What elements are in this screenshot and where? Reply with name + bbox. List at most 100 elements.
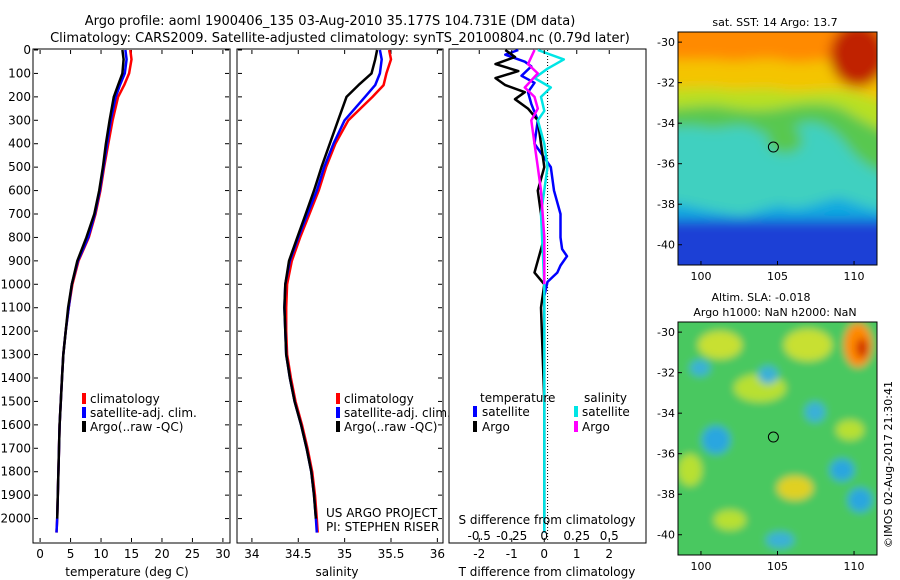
depth-tick-label: 100 [8, 66, 31, 80]
lat-tick-label: -38 [657, 198, 675, 211]
lat-tick-label: -30 [657, 326, 675, 339]
legend-header-salinity: salinity [584, 391, 627, 405]
project-annotation-line1: US ARGO PROJECT [326, 506, 438, 520]
depth-tick-label: 1000 [0, 277, 31, 291]
depth-tick-label: 1100 [0, 301, 31, 315]
depth-tick-label: 1300 [0, 348, 31, 362]
sst-colour-field [678, 32, 877, 265]
lat-tick-label: -30 [657, 36, 675, 49]
sst-map-axes: 100 105 110 -30 -32 -34 -36 -38 -40 [657, 36, 865, 283]
legend-label-climatology: climatology [344, 392, 414, 406]
x-tick-label: 36 [430, 547, 445, 561]
legend-label-satellite: satellite-adj. clim. [344, 406, 451, 420]
x-tick-label: 34.5 [285, 547, 312, 561]
lon-tick-label: 105 [767, 560, 788, 573]
project-annotation-line2: PI: STEPHEN RISER [326, 520, 439, 534]
x-tick-label: -2 [473, 547, 485, 561]
legend-swatch-satellite [336, 407, 340, 418]
x-tick-label: 34 [244, 547, 259, 561]
lon-tick-label: 110 [844, 560, 865, 573]
legend-swatch-argo [336, 421, 340, 432]
argo-float-marker [767, 141, 779, 153]
depth-tick-label: 1700 [0, 441, 31, 455]
sla-map-panel: Altim. SLA: -0.018 Argo h1000: NaN h2000… [657, 291, 878, 573]
depth-tick-label: 400 [8, 137, 31, 151]
temperature-axis-label: temperature (deg C) [65, 565, 188, 579]
depth-tick-label: 1200 [0, 324, 31, 338]
sst-map-title: sat. SST: 14 Argo: 13.7 [712, 16, 837, 29]
legend-swatch-temp-argo [473, 421, 477, 432]
series-line-argo-raw-qc- [55, 49, 125, 519]
legend-swatch-argo [82, 421, 86, 432]
series-line-argo [494, 48, 546, 519]
difference-series [494, 48, 569, 533]
figure-title-line2: Climatology: CARS2009. Satellite-adjuste… [50, 31, 630, 46]
x-tick-label: 15 [124, 547, 139, 561]
x-tick-label: 5 [67, 547, 75, 561]
t-difference-axis-label: T difference from climatology [458, 565, 636, 579]
lat-tick-label: -34 [657, 117, 675, 130]
salinity-depth-ticks [238, 49, 442, 520]
sla-map-axes: 100 105 110 -30 -32 -34 -36 -38 -40 [657, 326, 865, 573]
salinity-legend: climatology satellite-adj. clim. Argo(..… [336, 392, 451, 434]
x-tick-label: 2 [605, 547, 613, 561]
legend-swatch-satellite [82, 407, 86, 418]
depth-tick-label: 0 [23, 43, 31, 57]
temperature-series [55, 49, 133, 533]
legend-label-temp-satellite: satellite [482, 405, 530, 419]
depth-tick-label: 500 [8, 160, 31, 174]
lat-tick-label: -34 [657, 407, 675, 420]
depth-tick-label: 1800 [0, 465, 31, 479]
salinity-series [283, 49, 393, 533]
legend-swatch-temp-satellite [473, 406, 477, 417]
temperature-axis-ticks: 0 5 10 15 20 25 30 [36, 50, 231, 561]
legend-swatch-climatology [336, 393, 340, 404]
sst-map-panel: sat. SST: 14 Argo: 13.7 100 105 110 -30 -32 -… [657, 16, 878, 283]
depth-tick-label: 1600 [0, 418, 31, 432]
depth-axis-ticks: 0 100 200 300 400 500 600 700 800 900 1000 1100 1200… [0, 43, 229, 526]
lon-tick-label: 100 [690, 270, 711, 283]
lon-tick-label: 100 [690, 560, 711, 573]
s-tick-label: 0.25 [563, 529, 590, 543]
x-tick-label: 35 [337, 547, 352, 561]
lon-tick-label: 105 [767, 270, 788, 283]
series-line-satellite [533, 48, 566, 533]
lat-tick-label: -40 [657, 239, 675, 252]
x-tick-label: 20 [154, 547, 169, 561]
legend-label-satellite: satellite-adj. clim. [90, 406, 197, 420]
depth-tick-label: 1500 [0, 394, 31, 408]
lat-tick-label: -36 [657, 158, 675, 171]
depth-tick-label: 700 [8, 207, 31, 221]
s-tick-label: 0 [540, 529, 548, 543]
legend-label-argo: Argo(..raw -QC) [344, 420, 437, 434]
lat-tick-label: -32 [657, 367, 675, 380]
lon-tick-label: 110 [844, 270, 865, 283]
x-tick-label: 1 [573, 547, 581, 561]
lat-tick-label: -38 [657, 488, 675, 501]
lat-tick-label: -32 [657, 77, 675, 90]
x-tick-label: 35.5 [378, 547, 405, 561]
x-tick-label: -1 [506, 547, 518, 561]
series-line-satellite [504, 48, 569, 533]
depth-tick-label: 800 [8, 230, 31, 244]
figure-title-line1: Argo profile: aoml 1900406_135 03-Aug-20… [85, 14, 576, 29]
salinity-axis-ticks: 34 34.5 35 35.5 36 [244, 50, 445, 561]
s-tick-label: -0.25 [496, 529, 527, 543]
legend-swatch-climatology [82, 393, 86, 404]
s-difference-axis-label: S difference from climatology [459, 513, 636, 527]
lat-tick-label: -36 [657, 448, 675, 461]
x-tick-label: 30 [215, 547, 230, 561]
depth-tick-label: 600 [8, 184, 31, 198]
salinity-axis-label: salinity [315, 565, 358, 579]
temperature-legend: climatology satellite-adj. clim. Argo(..… [82, 392, 197, 434]
sla-colour-field [678, 322, 877, 555]
x-tick-label: 0 [540, 547, 548, 561]
sla-map-title-line1: Altim. SLA: -0.018 [711, 291, 810, 304]
legend-label-climatology: climatology [90, 392, 160, 406]
legend-label-sal-satellite: satellite [582, 405, 630, 419]
temperature-plot-frame [32, 48, 231, 544]
legend-swatch-sal-satellite [574, 406, 578, 417]
salinity-panel: 34 34.5 35 35.5 36 salinity climatology sate… [236, 48, 451, 579]
depth-tick-label: 200 [8, 90, 31, 104]
